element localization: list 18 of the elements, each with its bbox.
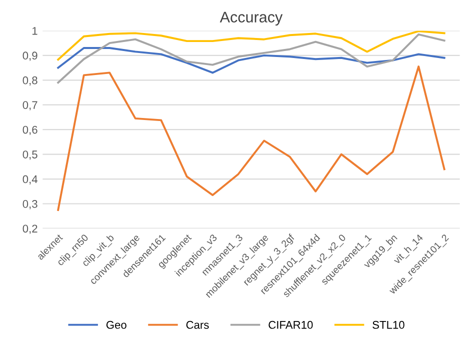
y-tick-label: 0,4 xyxy=(22,175,38,184)
y-tick-label: 0,9 xyxy=(22,52,38,61)
y-tick-label: 1 xyxy=(32,27,38,35)
y-tick-label: 0,6 xyxy=(22,126,38,136)
y-tick-label: 0,2 xyxy=(22,224,38,234)
legend-label: CIFAR10 xyxy=(268,320,313,329)
y-tick-label: 0,3 xyxy=(22,200,38,210)
line-series xyxy=(57,47,446,74)
chart-title: Accuracy xyxy=(220,12,283,26)
y-tick-label: 0,8 xyxy=(22,76,38,86)
legend-label: STL10 xyxy=(372,320,404,329)
y-tick-label: 0,7 xyxy=(22,101,38,110)
y-tick-label: 0,5 xyxy=(22,150,38,160)
line-series xyxy=(57,33,446,84)
legend-label: Geo xyxy=(106,320,126,329)
legend-label: Cars xyxy=(186,320,209,329)
line-series xyxy=(57,30,446,61)
line-series xyxy=(57,66,446,211)
